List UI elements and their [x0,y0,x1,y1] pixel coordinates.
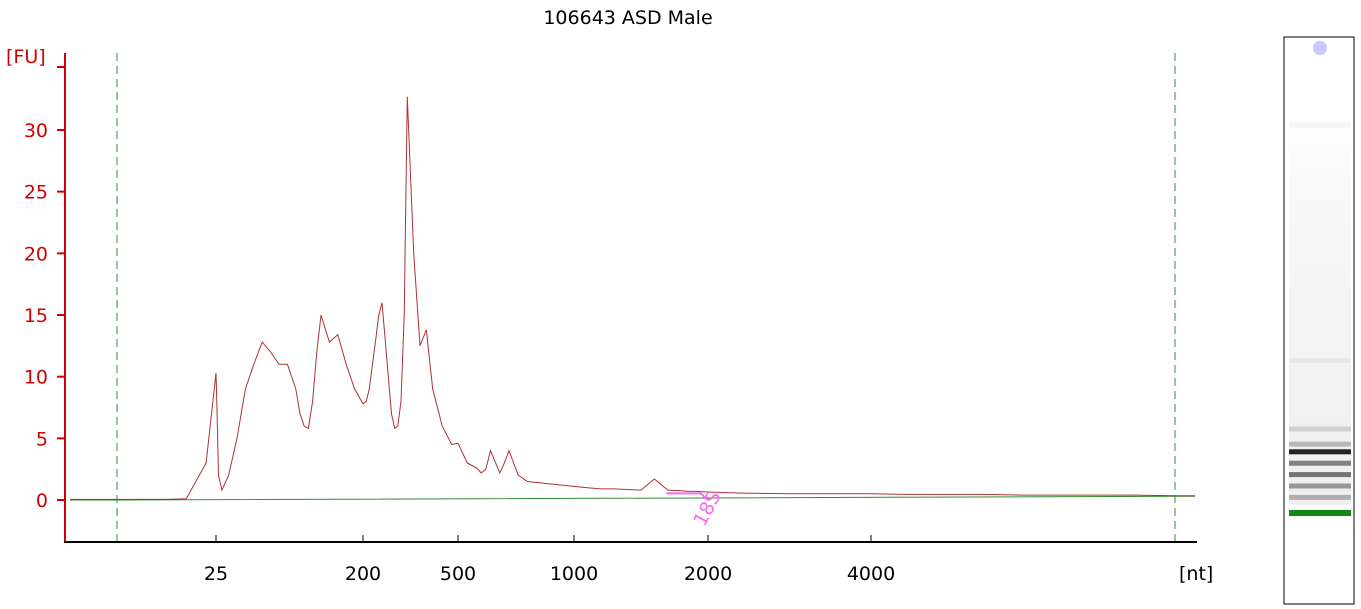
x-ticks: 25 200 500 1000 2000 4000 [204,535,895,585]
gel-band [1289,449,1351,455]
gel-band [1289,426,1351,432]
y-tick-label: 25 [24,182,48,204]
gel-band [1289,472,1351,478]
gel-band [1289,494,1351,500]
gel-lane-smear [1289,125,1351,505]
y-tick-label: 5 [36,428,48,450]
chart-title: 106643 ASD Male [543,7,712,29]
annotation-tick [666,492,708,501]
gel-bands [1289,122,1351,500]
y-ticks: 0 5 10 15 20 25 30 [24,66,65,512]
y-tick-label: 0 [36,490,48,512]
y-tick-label: 10 [24,367,48,389]
annotations: 18S [666,487,726,530]
gel-band [1289,122,1351,128]
gel-loading-dot [1313,41,1327,55]
y-tick-label: 30 [24,120,48,142]
gel-band [1289,358,1351,364]
y-tick-label: 15 [24,305,48,327]
y-tick-label: 20 [24,243,48,265]
x-tick-label: 1000 [550,563,598,585]
gel-lane [1283,36,1355,605]
gel-band [1289,460,1351,466]
gel-lower-marker-band [1289,510,1351,516]
x-tick-label: 2000 [684,563,732,585]
y-axis-unit: [FU] [6,46,46,68]
x-tick-label: 200 [345,563,381,585]
x-tick-label: 4000 [847,563,895,585]
gel-band [1289,441,1351,447]
x-axis-unit: [nt] [1179,563,1213,585]
gel-band [1289,483,1351,489]
baseline-series-line [70,495,1195,501]
x-tick-label: 25 [204,563,228,585]
fluorescence-trace-line [69,96,1195,500]
x-tick-label: 500 [440,563,476,585]
